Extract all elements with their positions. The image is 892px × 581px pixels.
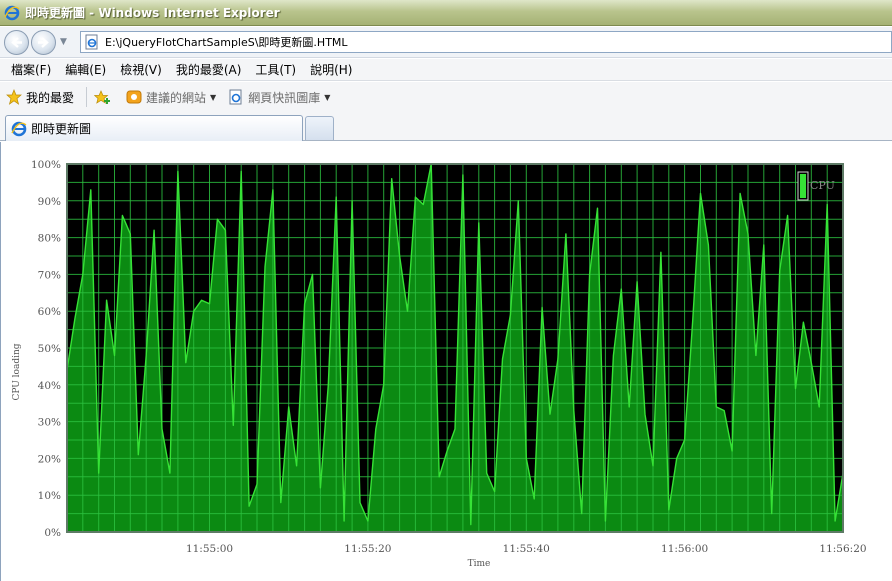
menu-help[interactable]: 說明(H) xyxy=(310,62,353,77)
grid-lines xyxy=(66,163,844,533)
back-arrow-icon xyxy=(11,37,22,48)
forward-button[interactable] xyxy=(31,30,56,55)
menu-edit[interactable]: 編輯(E) xyxy=(65,62,107,77)
web-slice-label: 網頁快訊圖庫 xyxy=(248,90,321,105)
y-tick-label: 80% xyxy=(38,233,61,245)
page-icon xyxy=(85,34,98,50)
suggested-sites-label: 建議的網站 xyxy=(146,90,207,105)
y-tick-label: 70% xyxy=(38,269,61,281)
y-tick-label: 0% xyxy=(44,527,61,539)
favorites-bar: 我的最愛 建議的網站 ▼ 網頁快訊圖庫 ▼ xyxy=(0,82,892,112)
add-favorite-button[interactable] xyxy=(94,89,114,105)
toolbar-divider xyxy=(86,87,88,107)
plot-border xyxy=(66,163,844,533)
y-tick-label: 100% xyxy=(31,159,61,171)
legend-swatch xyxy=(800,174,806,198)
menu-favorites[interactable]: 我的最愛(A) xyxy=(175,62,242,77)
star-icon xyxy=(6,89,22,105)
web-slice-icon xyxy=(229,89,242,105)
y-tick-label: 60% xyxy=(38,306,61,318)
x-tick-label: 11:56:00 xyxy=(661,543,708,555)
menu-view[interactable]: 檢視(V) xyxy=(120,62,162,77)
cpu-chart: 0% 10% 20% 30% 40% 50% 60% 70% 80% 90% 100% 11:55:0… xyxy=(12,159,867,569)
tab-bar: 即時更新圖 xyxy=(0,112,892,141)
y-tick-label: 50% xyxy=(38,343,61,355)
window-title: 即時更新圖 - Windows Internet Explorer xyxy=(25,6,280,20)
legend-label: CPU xyxy=(810,179,835,192)
x-tick-label: 11:56:20 xyxy=(819,543,866,555)
x-axis-label: Time xyxy=(468,559,491,569)
x-tick-label: 11:55:40 xyxy=(503,543,550,555)
suggested-sites-button[interactable]: 建議的網站 ▼ xyxy=(126,89,216,106)
y-tick-label: 90% xyxy=(38,196,61,208)
y-tick-label: 10% xyxy=(38,490,61,502)
menu-file[interactable]: 檔案(F) xyxy=(11,62,52,77)
address-bar: ▼ E:\jQueryFlotChartSampleS\即時更新圖.HTML xyxy=(0,27,892,58)
new-tab-button[interactable] xyxy=(305,116,334,140)
x-tick-label: 11:55:00 xyxy=(186,543,233,555)
suggested-sites-icon xyxy=(126,90,142,104)
url-text: E:\jQueryFlotChartSampleS\即時更新圖.HTML xyxy=(105,36,348,49)
favorites-button[interactable]: 我的最愛 xyxy=(6,89,74,106)
address-field[interactable]: E:\jQueryFlotChartSampleS\即時更新圖.HTML xyxy=(80,31,892,53)
menu-tools[interactable]: 工具(T) xyxy=(255,62,297,77)
web-slice-gallery-button[interactable]: 網頁快訊圖庫 ▼ xyxy=(228,89,330,106)
recent-pages-dropdown-icon[interactable]: ▼ xyxy=(60,37,67,47)
favorites-label: 我的最愛 xyxy=(26,90,75,105)
title-bar: 即時更新圖 - Windows Internet Explorer xyxy=(0,0,892,26)
add-to-favorites-icon xyxy=(94,90,111,104)
y-tick-label: 40% xyxy=(38,380,61,392)
cpu-series-line xyxy=(66,163,844,526)
menu-bar: 檔案(F) 編輯(E) 檢視(V) 我的最愛(A) 工具(T) 說明(H) xyxy=(0,59,892,81)
x-tick-label: 11:55:20 xyxy=(344,543,391,555)
page-content: 0% 10% 20% 30% 40% 50% 60% 70% 80% 90% 100% 11:55:0… xyxy=(0,142,892,581)
tab-label: 即時更新圖 xyxy=(31,122,92,136)
suggested-sites-dropdown-icon: ▼ xyxy=(210,92,217,102)
web-slice-dropdown-icon: ▼ xyxy=(324,92,331,102)
forward-arrow-icon xyxy=(38,37,49,48)
tab-page-icon xyxy=(11,121,27,136)
tab-realtime-chart[interactable]: 即時更新圖 xyxy=(5,115,303,141)
y-tick-label: 30% xyxy=(38,417,61,429)
y-axis-label: CPU loading xyxy=(12,343,22,400)
ie-logo-icon xyxy=(4,5,20,20)
back-button[interactable] xyxy=(4,30,29,55)
y-tick-label: 20% xyxy=(38,453,61,465)
